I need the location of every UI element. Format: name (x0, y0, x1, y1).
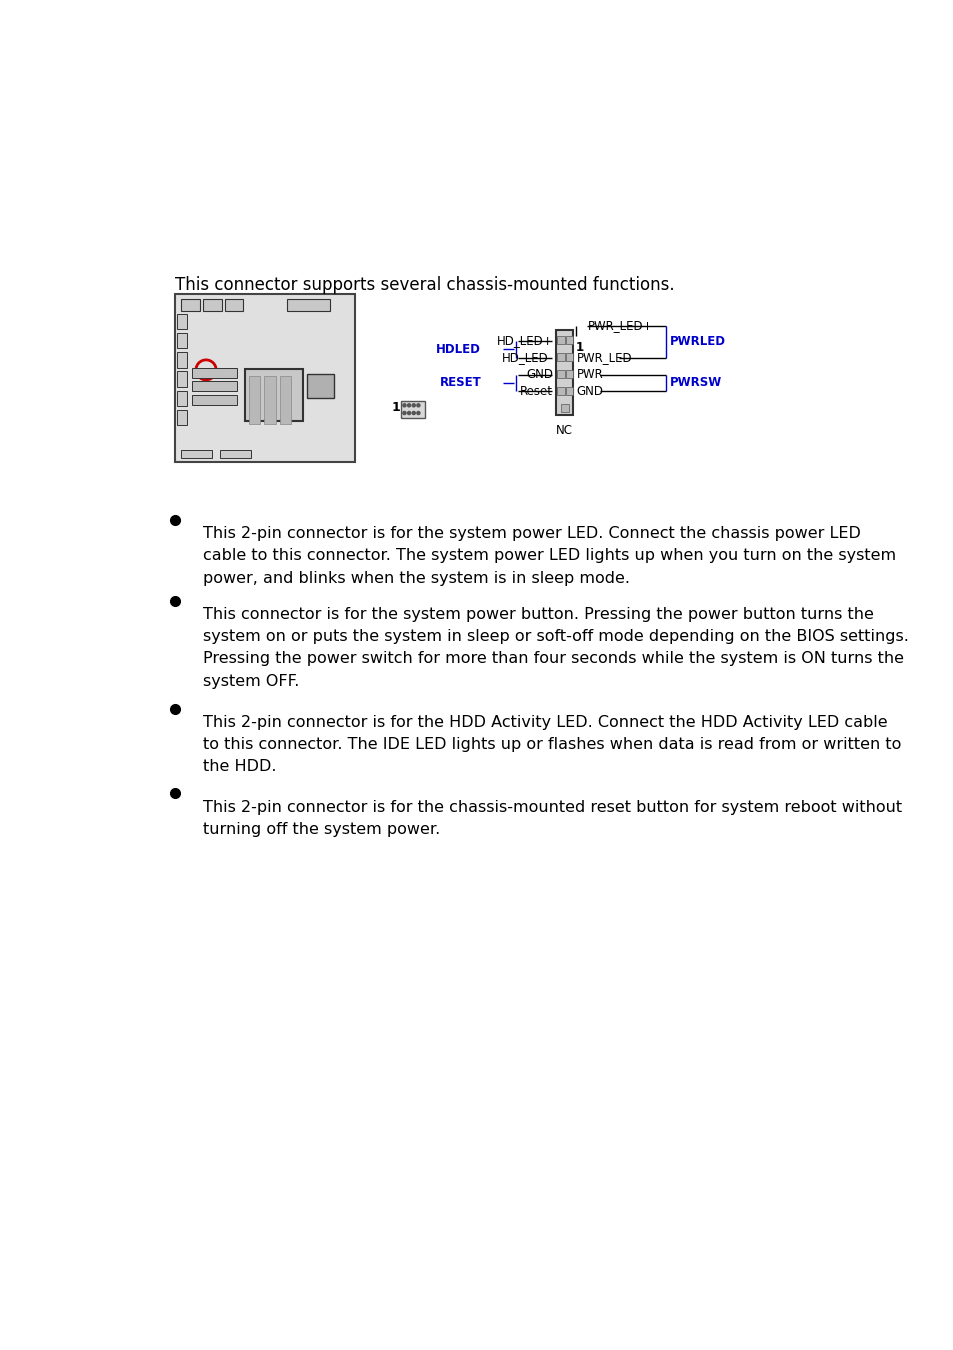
Text: RESET: RESET (439, 377, 480, 390)
Text: GND: GND (576, 385, 603, 398)
Bar (176, 352, 187, 367)
Bar (565, 370, 573, 378)
Bar (174, 294, 355, 462)
Bar (192, 367, 236, 378)
Bar (181, 450, 212, 458)
Bar (556, 329, 573, 414)
Bar (176, 371, 187, 387)
Circle shape (407, 404, 410, 406)
Circle shape (402, 404, 406, 406)
Circle shape (416, 412, 419, 414)
Text: This connector supports several chassis-mounted functions.: This connector supports several chassis-… (174, 275, 674, 294)
Bar (249, 377, 260, 424)
Bar (560, 404, 569, 412)
Text: PWR_LED+: PWR_LED+ (587, 320, 653, 332)
Bar (565, 352, 573, 362)
Circle shape (412, 404, 415, 406)
Text: 1: 1 (575, 340, 583, 354)
Bar (565, 387, 573, 396)
Bar (557, 387, 564, 396)
Bar (557, 370, 564, 378)
Text: HD_LED-: HD_LED- (501, 351, 553, 364)
Text: This 2-pin connector is for the system power LED. Connect the chassis power LED
: This 2-pin connector is for the system p… (203, 526, 895, 586)
Bar (401, 401, 424, 417)
Bar (192, 396, 236, 405)
Circle shape (407, 412, 410, 414)
Bar (264, 377, 275, 424)
Bar (176, 390, 187, 406)
Bar (176, 333, 187, 348)
Bar (192, 382, 236, 391)
Bar (557, 352, 564, 362)
Bar (176, 410, 187, 425)
Bar (224, 300, 243, 312)
Bar (203, 300, 221, 312)
Circle shape (402, 412, 406, 414)
Bar (220, 450, 251, 458)
Text: 1: 1 (392, 401, 400, 414)
Circle shape (412, 412, 415, 414)
Circle shape (416, 404, 419, 406)
Text: NC: NC (555, 424, 572, 437)
Bar (245, 369, 303, 421)
Text: This 2-pin connector is for the chassis-mounted reset button for system reboot w: This 2-pin connector is for the chassis-… (203, 799, 902, 837)
Bar (287, 300, 330, 312)
Bar (176, 313, 187, 329)
Text: Reset: Reset (519, 385, 553, 398)
Text: GND: GND (526, 369, 553, 381)
Bar (557, 336, 564, 344)
Text: HD_LED+: HD_LED+ (497, 335, 553, 347)
Bar (181, 300, 199, 312)
Text: PWRLED: PWRLED (669, 335, 724, 348)
Text: PWRSW: PWRSW (669, 377, 721, 390)
Text: HDLED: HDLED (436, 343, 480, 355)
Text: PWR: PWR (576, 369, 602, 381)
Text: PWR_LED-: PWR_LED- (576, 351, 636, 364)
Text: This connector is for the system power button. Pressing the power button turns t: This connector is for the system power b… (203, 608, 908, 688)
Bar (307, 374, 334, 398)
Text: This 2-pin connector is for the HDD Activity LED. Connect the HDD Activity LED c: This 2-pin connector is for the HDD Acti… (203, 716, 901, 775)
Bar (565, 336, 573, 344)
Bar (279, 377, 291, 424)
